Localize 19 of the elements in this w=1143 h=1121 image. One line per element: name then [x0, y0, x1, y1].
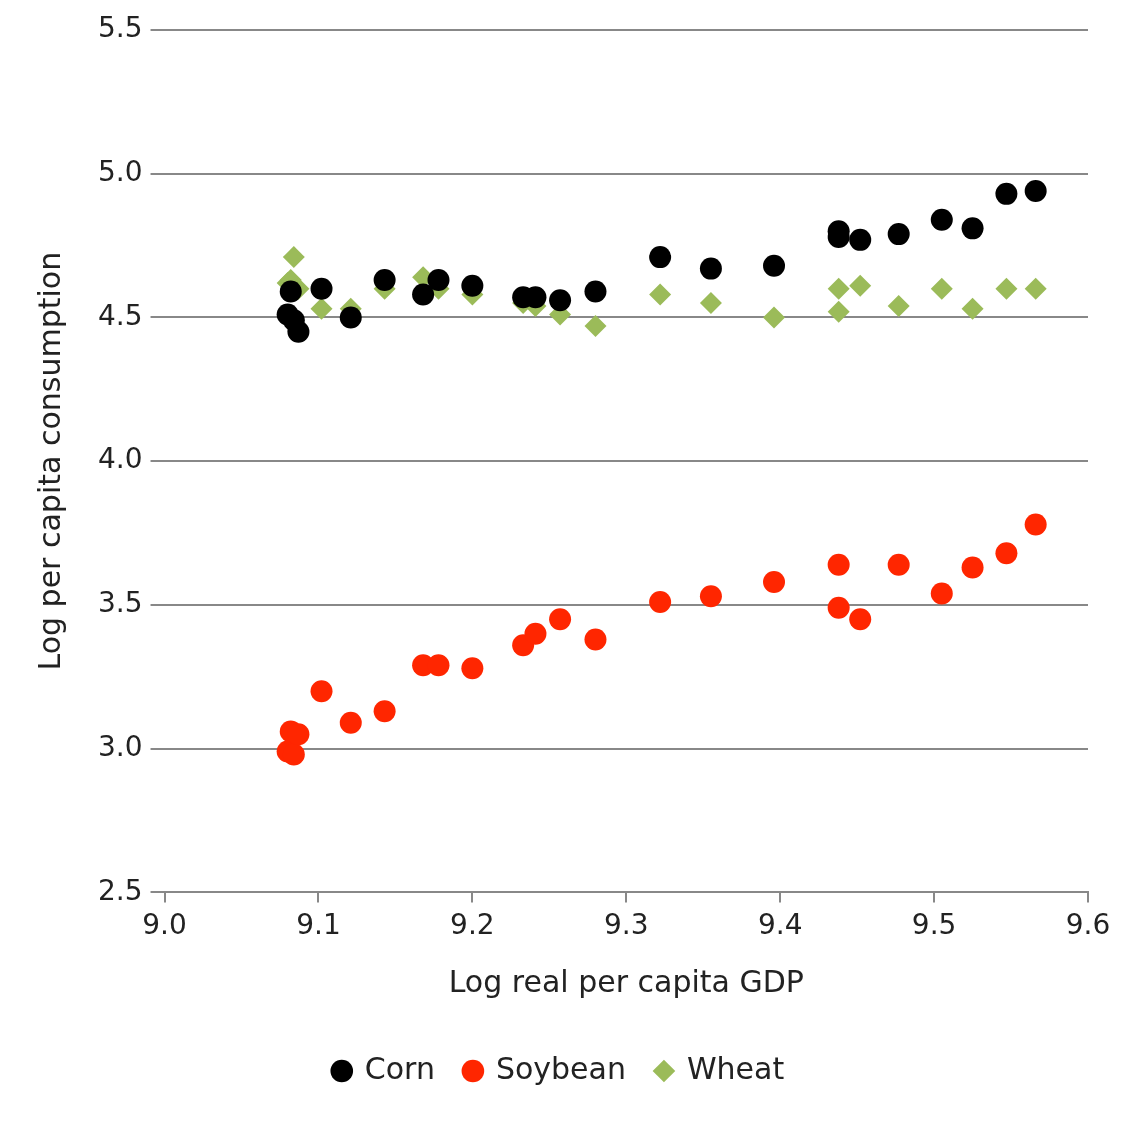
y-tick-label: 4.5 — [98, 298, 143, 332]
y-tick-label: 3.0 — [98, 729, 143, 763]
y-tick-label: 4.0 — [98, 442, 143, 476]
x-tick-label: 9.0 — [142, 908, 187, 942]
legend-label: Soybean — [495, 1050, 626, 1086]
x-tick-label: 9.2 — [450, 908, 495, 942]
y-tick-label: 5.0 — [98, 155, 143, 189]
x-tick-label: 9.1 — [296, 908, 341, 942]
legend-label: Corn — [364, 1050, 435, 1086]
x-tick-label: 9.4 — [757, 908, 803, 942]
legend-label: Wheat — [686, 1050, 785, 1086]
x-tick-label: 9.3 — [604, 908, 649, 942]
y-tick-label: 2.5 — [98, 873, 143, 907]
y-tick-label: 3.5 — [98, 586, 143, 620]
y-tick-label: 5.5 — [98, 11, 143, 45]
x-tick-label: 9.5 — [911, 908, 957, 942]
x-tick-label: 9.6 — [1065, 908, 1111, 942]
y-axis-title: Log per capita consumption — [31, 251, 67, 671]
x-axis-title: Log real per capita GDP — [448, 963, 804, 999]
